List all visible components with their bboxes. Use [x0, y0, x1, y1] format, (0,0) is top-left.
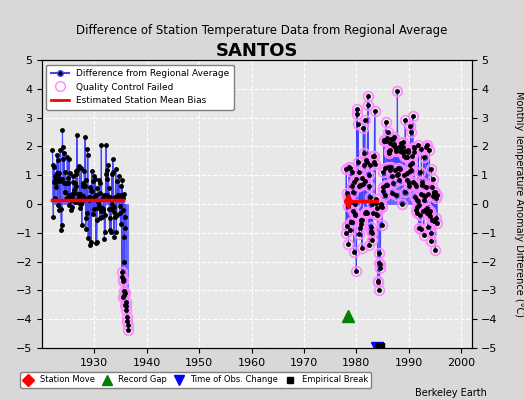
- Legend: Difference from Regional Average, Quality Control Failed, Estimated Station Mean: Difference from Regional Average, Qualit…: [47, 64, 234, 110]
- Y-axis label: Monthly Temperature Anomaly Difference (°C): Monthly Temperature Anomaly Difference (…: [515, 91, 524, 317]
- Text: Difference of Station Temperature Data from Regional Average: Difference of Station Temperature Data f…: [77, 24, 447, 37]
- Text: Berkeley Earth: Berkeley Earth: [416, 388, 487, 398]
- Title: SANTOS: SANTOS: [215, 42, 298, 60]
- Legend: Station Move, Record Gap, Time of Obs. Change, Empirical Break: Station Move, Record Gap, Time of Obs. C…: [20, 372, 371, 388]
